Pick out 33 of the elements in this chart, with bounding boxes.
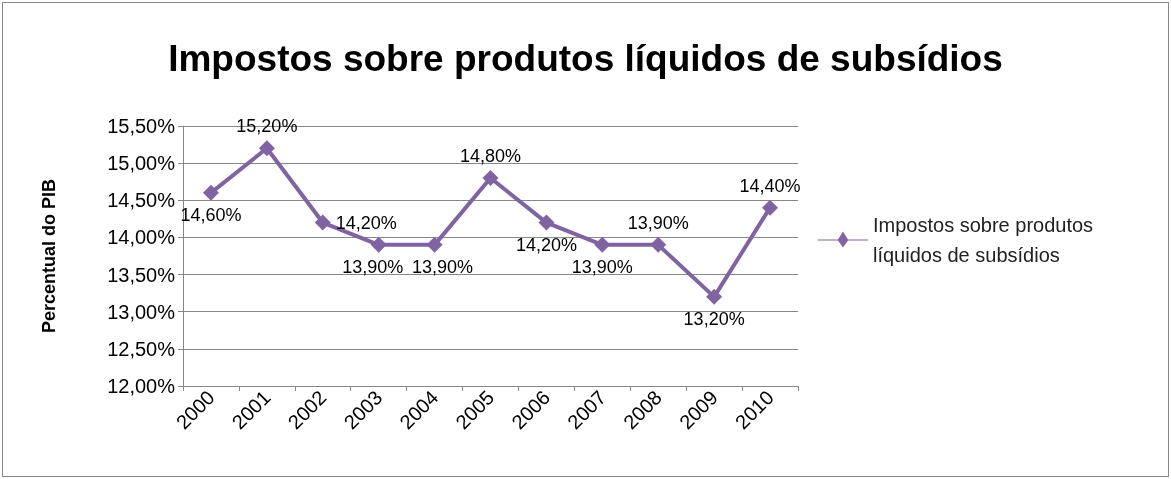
y-tick-label: 12,50%: [107, 337, 176, 360]
data-label: 13,90%: [571, 256, 633, 277]
legend-label: Impostos sobre produtos líquidos de subsídios: [873, 213, 1099, 266]
y-tick-label: 14,50%: [107, 189, 176, 212]
data-label: 14,60%: [180, 204, 242, 225]
point: [538, 214, 555, 231]
point: [314, 214, 331, 231]
data-label: 13,20%: [683, 308, 745, 329]
point: [706, 288, 723, 305]
data-label: 14,20%: [335, 212, 397, 233]
data-label: 14,20%: [515, 234, 577, 255]
y-tick-label: 14,00%: [107, 226, 176, 249]
point: [482, 170, 499, 186]
y-tick-label: 15,00%: [107, 152, 176, 175]
point: [202, 184, 219, 201]
y-tick-label: 13,00%: [107, 300, 176, 323]
data-label: 14,80%: [459, 146, 522, 166]
y-tick-label: 12,00%: [107, 375, 176, 397]
data-label: 13,90%: [627, 212, 689, 233]
point: [258, 140, 275, 157]
point: [370, 236, 387, 253]
point: [426, 236, 443, 253]
data-label: 13,90%: [412, 256, 474, 277]
point: [762, 199, 779, 216]
chart-title: Impostos sobre produtos líquidos de subsídios: [168, 38, 1003, 79]
data-label: 15,20%: [236, 116, 298, 137]
data-label: 13,90%: [342, 256, 404, 277]
y-tick-label: 13,50%: [107, 263, 176, 286]
y-tick-label: 15,50%: [107, 115, 176, 137]
point: [594, 236, 611, 253]
data-label: 14,40%: [739, 175, 801, 196]
y-axis-title: Percentual do PIB: [39, 178, 59, 334]
point: [650, 236, 667, 253]
